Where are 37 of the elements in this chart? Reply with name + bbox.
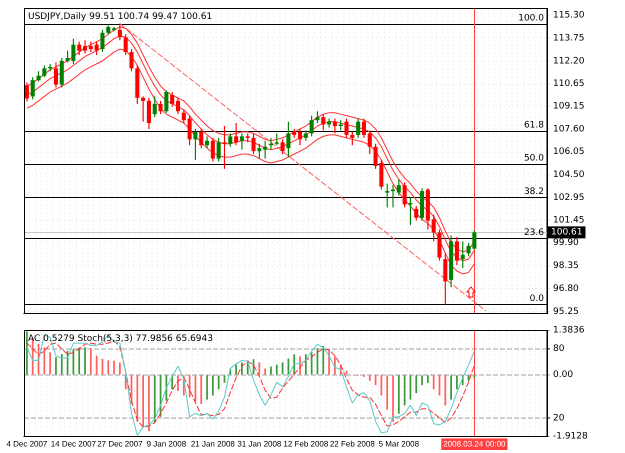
x-tick-label: 31 Jan 2008: [237, 439, 282, 448]
chart-title: USDJPY,Daily 99.51 100.74 99.47 100.61: [28, 12, 212, 22]
x-tick-label: 2008.03.24 00:00: [443, 439, 506, 448]
y-tick-label: 115.30: [553, 10, 585, 20]
x-tick-label: 27 Dec 2007: [97, 439, 144, 448]
y-tick-label: 113.75: [553, 33, 584, 44]
annotation: 0.0: [530, 294, 544, 304]
x-tick-label: 12 Feb 2008: [283, 439, 329, 448]
y-tick-label: 98.35: [553, 261, 579, 272]
annotation: 38.2: [524, 186, 544, 197]
y-tick-label: 0.00: [553, 370, 574, 380]
y-tick-label: 95.25: [553, 307, 579, 318]
x-tick-label: 22 Feb 2008: [330, 439, 376, 448]
y2-tick-label: 80: [553, 344, 565, 354]
annotation: 61.8: [524, 120, 544, 131]
y-tick-label: 101.45: [553, 215, 584, 226]
y-tick-label: 104.50: [553, 170, 585, 180]
y-tick-label: 112.20: [553, 56, 585, 66]
x-tick-label: 5 Mar 2008: [378, 439, 420, 448]
y2-tick-label: 20: [553, 413, 565, 424]
x-tick-label: 21 Jan 2008: [190, 439, 236, 448]
y-tick-label: 102.95: [553, 193, 584, 204]
annotation: 23.6: [524, 228, 544, 238]
ref-line-label: 100.61: [551, 228, 582, 238]
y-tick-label: 107.60: [553, 124, 585, 134]
y-tick-label: 96.80: [553, 284, 580, 294]
y-tick-label: 106.05: [553, 147, 584, 158]
annotation: 50.0: [524, 154, 544, 164]
y-tick-label: -1.9128: [553, 432, 588, 442]
y-tick-label: 109.15: [553, 101, 584, 112]
x-tick-label: 4 Dec 2007: [6, 439, 48, 448]
x-tick-label: 9 Jan 2008: [146, 439, 187, 448]
y-tick-label: 110.65: [553, 79, 584, 90]
annotation: 100.0: [518, 13, 544, 24]
y-tick-label: 99.90: [553, 238, 580, 248]
y-tick-label: 1.3836: [553, 326, 585, 336]
x-tick-label: 14 Dec 2007: [50, 439, 97, 448]
